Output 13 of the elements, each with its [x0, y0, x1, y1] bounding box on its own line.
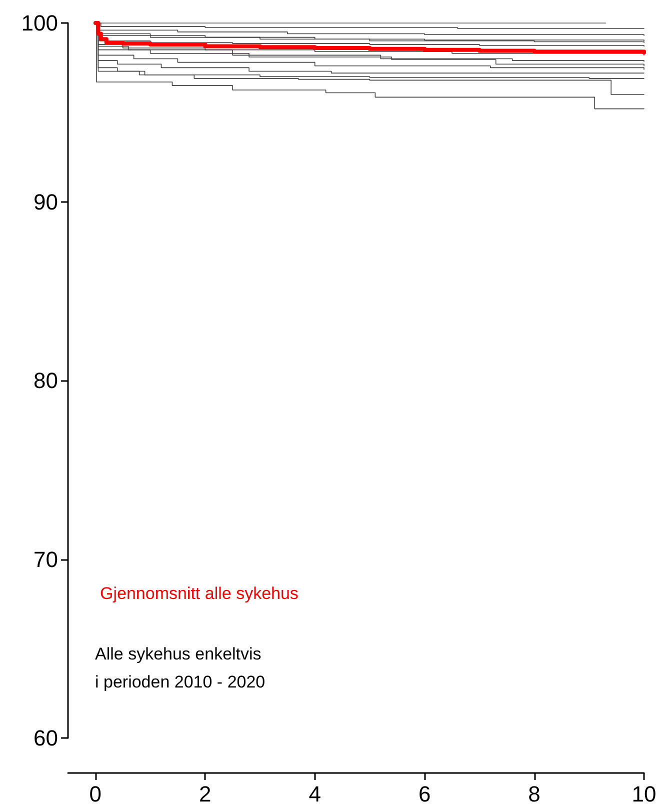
y-tick-label: 70	[34, 546, 58, 572]
x-tick-label: 0	[89, 782, 102, 806]
text: Gjennomsnitt alle sykehus	[100, 584, 298, 603]
x-tick-label: 8	[528, 782, 540, 806]
x-tick-label: 10	[632, 782, 656, 806]
y-tick-label: 60	[34, 726, 58, 750]
y-tick-label: 80	[34, 368, 58, 393]
y-tick-label: 90	[34, 189, 58, 214]
x-tick-label: 4	[308, 782, 321, 806]
x-tick-label: 2	[199, 782, 212, 806]
y-tick-label: 100	[21, 10, 58, 36]
x-tick-label: 6	[418, 782, 431, 806]
annotation: Alle sykehus enkeltvis i perioden 2010 - 2020	[95, 644, 266, 692]
